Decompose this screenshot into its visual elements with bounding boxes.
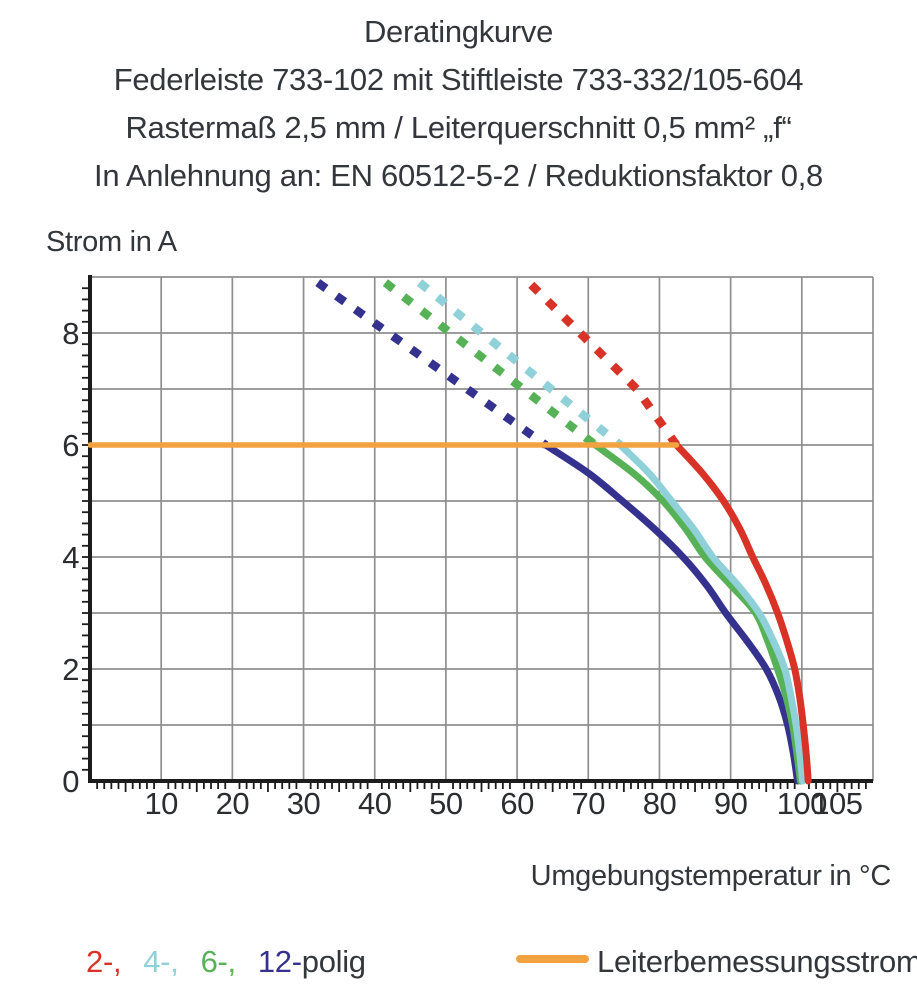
chart-title: Deratingkurve (363, 14, 554, 49)
y-axis-label: Strom in A (46, 226, 177, 258)
y-tick-labels: 0 2 4 6 8 (62, 316, 80, 799)
y-tick-label: 0 (62, 764, 79, 799)
series-4-polig (416, 279, 806, 785)
legend-pole-counts: 2-, 4-, 6-, 12-polig (86, 944, 366, 980)
subtitle-spec: Rastermaß 2,5 mm / Leiterquerschnitt 0,5… (125, 110, 792, 145)
series-12-polig (315, 279, 801, 785)
legend-12-polig: 12- (257, 944, 302, 979)
legend-4-polig: 4-, (143, 944, 179, 979)
y-tick-label: 8 (62, 316, 79, 351)
subtitle-norm: In Anlehnung an: EN 60512-5-2 / Reduktio… (94, 158, 823, 193)
legend-pole-suffix: polig (301, 944, 366, 979)
rated-current-line-swatch (516, 955, 589, 963)
series-4-polig-solid-segment (616, 441, 806, 785)
series-2-polig (528, 281, 812, 785)
legend-2-polig: 2-, (86, 944, 122, 979)
y-axis-ticks (82, 287, 88, 771)
series-2-polig-dashed-segment (528, 281, 680, 448)
y-tick-label: 2 (62, 652, 79, 687)
x-tick-label: 30 (287, 786, 321, 821)
rated-current-label: Leiterbemessungsstrom (597, 944, 917, 979)
y-tick-label: 6 (62, 428, 79, 463)
x-tick-label: 40 (358, 786, 392, 821)
grid (90, 276, 874, 781)
x-tick-label: 105 (812, 786, 862, 821)
title-block: Deratingkurve Federleiste 733-102 mit St… (0, 8, 917, 200)
x-tick-label: 10 (144, 786, 178, 821)
series-12-polig-solid-segment (542, 441, 801, 785)
x-axis-label: Umgebungstemperatur in °C (530, 860, 892, 892)
series-12-polig-dashed-segment (315, 279, 549, 449)
y-tick-label: 4 (62, 540, 79, 575)
x-tick-label: 20 (216, 786, 250, 821)
x-tick-label: 100 (777, 786, 827, 821)
x-tick-label: 80 (643, 786, 677, 821)
series-6-polig-dashed-segment (382, 279, 598, 449)
x-tick-label: 50 (429, 786, 463, 821)
x-tick-label: 60 (500, 786, 534, 821)
x-tick-label: 90 (714, 786, 748, 821)
series-4-polig-dashed-segment (416, 279, 623, 449)
series-2-polig-solid-segment (673, 441, 812, 785)
subtitle-product: Federleiste 733-102 mit Stiftleiste 733-… (113, 62, 804, 97)
x-axis-ticks (96, 783, 867, 792)
legend-6-polig: 6-, (200, 944, 237, 979)
x-tick-label: 70 (572, 786, 606, 821)
